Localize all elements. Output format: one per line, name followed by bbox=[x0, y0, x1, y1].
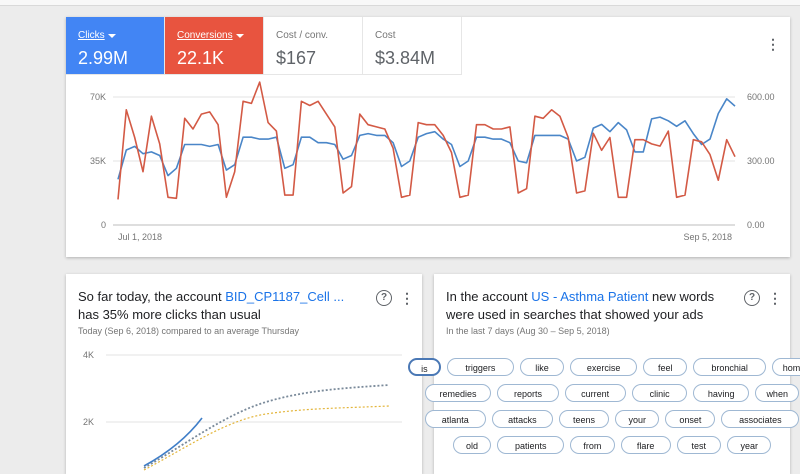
left-y-tick-label: 70K bbox=[90, 92, 106, 102]
word-chip[interactable]: patients bbox=[497, 436, 565, 454]
performance-chart: 70K 600.00 35K 300.00 0 0.00 Jul 1, 2018 Sep 5,… bbox=[90, 81, 775, 242]
metric-clicks-label: Clicks bbox=[78, 30, 105, 41]
insight-title-prefix: In the account bbox=[446, 289, 528, 304]
comparison-clicks-line bbox=[143, 405, 390, 471]
metric-cost-per-conv-label: Cost / conv. bbox=[276, 30, 329, 41]
metric-cost[interactable]: Cost $3.84M bbox=[363, 17, 462, 75]
insight-title-suffix: has 35% more clicks than usual bbox=[78, 307, 261, 322]
word-chip[interactable]: having bbox=[693, 384, 749, 402]
word-chip[interactable]: onset bbox=[665, 410, 716, 428]
word-chip[interactable]: from bbox=[570, 436, 615, 454]
metric-cost-label: Cost bbox=[375, 30, 396, 41]
word-chip[interactable]: current bbox=[564, 384, 626, 402]
help-circle-icon[interactable]: ? bbox=[744, 290, 760, 306]
left-y-tick-label: 35K bbox=[90, 156, 106, 166]
word-chip[interactable]: home bbox=[771, 358, 800, 376]
top-bar bbox=[0, 0, 800, 6]
word-chip[interactable]: your bbox=[615, 410, 660, 428]
word-chip[interactable]: like bbox=[519, 358, 565, 376]
insight-title: In the account US - Asthma Patient new w… bbox=[446, 288, 736, 324]
metric-tabs: Clicks 2.99M Conversions 22.1K Cost / co… bbox=[66, 17, 462, 75]
right-y-tick-label: 0.00 bbox=[747, 220, 765, 230]
insight-subtitle: Today (Sep 6, 2018) compared to an avera… bbox=[78, 326, 299, 336]
insight-title: So far today, the account BID_CP1187_Cel… bbox=[78, 288, 368, 324]
insight-card-clicks: So far today, the account BID_CP1187_Cel… bbox=[66, 274, 422, 474]
word-chip[interactable]: teens bbox=[559, 410, 609, 428]
word-chip[interactable]: old bbox=[452, 436, 492, 454]
insight-title-suffix: new words were used in searches that sho… bbox=[446, 289, 715, 322]
insight-title-prefix: So far today, the account bbox=[78, 289, 222, 304]
performance-card: 70K 600.00 35K 300.00 0 0.00 Jul 1, 2018 Sep 5,… bbox=[66, 17, 790, 257]
word-chip[interactable]: exercise bbox=[570, 358, 637, 376]
average-clicks-line bbox=[143, 384, 390, 469]
insight-card-search-terms: In the account US - Asthma Patient new w… bbox=[407, 274, 800, 474]
account-link[interactable]: US - Asthma Patient bbox=[531, 289, 649, 304]
metric-conversions-value: 22.1K bbox=[177, 48, 225, 68]
today-clicks-line bbox=[143, 417, 203, 467]
right-y-tick-label: 600.00 bbox=[747, 92, 775, 102]
account-link[interactable]: BID_CP1187_Cell ... bbox=[225, 289, 345, 304]
word-chip[interactable]: feel bbox=[643, 358, 688, 376]
metric-clicks[interactable]: Clicks 2.99M bbox=[66, 17, 165, 75]
help-circle-icon[interactable]: ? bbox=[376, 290, 392, 306]
more-vert-icon[interactable]: ⋮ bbox=[400, 290, 414, 306]
word-chip[interactable]: year bbox=[727, 436, 772, 454]
series-line-conversions bbox=[117, 81, 736, 200]
word-chip[interactable]: triggers bbox=[447, 358, 514, 376]
metric-conversions[interactable]: Conversions 22.1K bbox=[165, 17, 264, 75]
word-chip[interactable]: test bbox=[676, 436, 721, 454]
caret-down-icon[interactable] bbox=[107, 33, 116, 38]
word-chip[interactable]: clinic bbox=[631, 384, 688, 402]
y-tick-label: 2K bbox=[83, 417, 94, 427]
insight-subtitle: In the last 7 days (Aug 30 – Sep 5, 2018… bbox=[446, 326, 610, 336]
metric-cost-per-conv[interactable]: Cost / conv. $167 bbox=[264, 17, 363, 75]
right-y-tick-label: 300.00 bbox=[747, 156, 775, 166]
x-tick-label: Jul 1, 2018 bbox=[118, 232, 162, 242]
metric-cost-per-conv-value: $167 bbox=[276, 48, 317, 68]
more-vert-icon[interactable]: ⋮ bbox=[768, 290, 782, 306]
left-y-tick-label: 0 bbox=[101, 220, 106, 230]
word-chip[interactable]: reports bbox=[497, 384, 559, 402]
metric-cost-value: $3.84M bbox=[375, 48, 436, 68]
word-chip[interactable]: when bbox=[755, 384, 800, 402]
word-chip[interactable]: flare bbox=[620, 436, 671, 454]
word-chip[interactable]: attacks bbox=[491, 410, 553, 428]
word-chip[interactable]: is bbox=[407, 358, 441, 376]
x-tick-label: Sep 5, 2018 bbox=[683, 232, 732, 242]
y-tick-label: 4K bbox=[83, 350, 94, 360]
caret-down-icon[interactable] bbox=[235, 33, 244, 38]
word-chip[interactable]: associates bbox=[721, 410, 800, 428]
word-chip[interactable]: atlanta bbox=[424, 410, 486, 428]
more-vert-icon[interactable]: ⋮ bbox=[766, 36, 780, 52]
metric-clicks-value: 2.99M bbox=[78, 48, 129, 68]
word-chip[interactable]: bronchial bbox=[693, 358, 766, 376]
word-chip[interactable]: remedies bbox=[424, 384, 492, 402]
metric-conversions-label: Conversions bbox=[177, 30, 233, 41]
clicks-today-chart: 4K 2K bbox=[83, 350, 402, 471]
